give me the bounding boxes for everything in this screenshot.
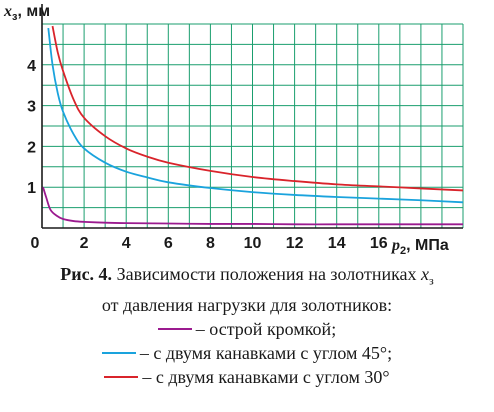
y-tick-label: 1 xyxy=(27,180,36,197)
legend-label-1: – острой кромкой; xyxy=(195,318,337,339)
legend-swatch-2 xyxy=(101,352,136,355)
caption-variable-sub: з xyxy=(429,273,434,288)
legend-swatch-1 xyxy=(157,328,192,331)
figure-caption: Рис. 4. Зависимости положения на золотни… xyxy=(0,262,494,389)
series-line-1 xyxy=(42,186,463,226)
legend-swatch-3 xyxy=(104,376,139,379)
x-tick-label: 14 xyxy=(328,235,346,252)
x-tick-label: 0 xyxy=(31,235,40,252)
caption-label: Рис. 4. xyxy=(60,264,113,284)
x-axis-title: p2, МПа xyxy=(390,237,449,257)
caption-line-2: от давления нагрузки для золотников: xyxy=(101,294,393,315)
legend-entry-2: – с двумя канавками с углом 45°; xyxy=(0,341,494,365)
axes xyxy=(41,4,463,229)
legend-entry-1: – острой кромкой; xyxy=(0,317,494,341)
legend-entry-3: – с двумя канавками с углом 30° xyxy=(0,365,494,389)
y-tick-label: 4 xyxy=(27,58,36,75)
x-tick-label: 8 xyxy=(206,235,215,252)
series-line-3 xyxy=(51,25,464,192)
x-tick-label: 16 xyxy=(370,235,388,252)
caption-text: Зависимости положения на золотниках xyxy=(112,264,422,284)
x-tick-label: 2 xyxy=(80,235,89,252)
series-line-2 xyxy=(47,27,464,204)
caption-line-1: Рис. 4. Зависимости положения на золотни… xyxy=(0,262,494,293)
legend-label-3: – с двумя канавками с углом 30° xyxy=(142,366,390,387)
y-tick-label: 2 xyxy=(27,139,36,156)
plot-area xyxy=(42,25,464,226)
legend-label-2: – с двумя канавками с углом 45°; xyxy=(139,342,393,363)
x-tick-label: 12 xyxy=(286,235,304,252)
caption-variable: x xyxy=(421,264,430,284)
x-tick-label: 4 xyxy=(122,235,131,252)
x-tick-label: 10 xyxy=(244,235,262,252)
x-tick-label: 6 xyxy=(164,235,173,252)
y-tick-label: 3 xyxy=(27,99,36,116)
grid xyxy=(42,23,464,228)
y-axis-title: xз, мм xyxy=(3,3,50,23)
